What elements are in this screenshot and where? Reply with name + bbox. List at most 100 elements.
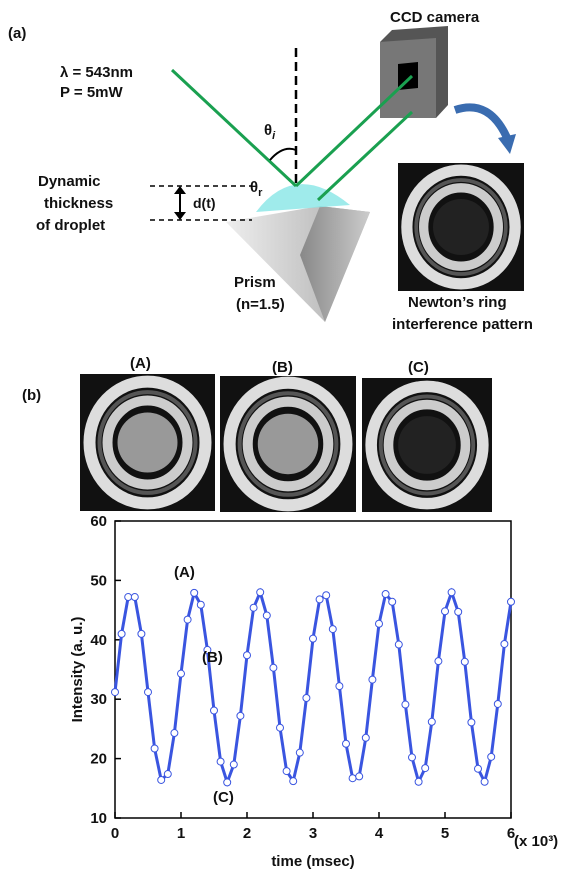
- angle-arc: [270, 149, 296, 160]
- data-point: [171, 730, 178, 737]
- theta-i: θi: [264, 122, 276, 142]
- ring-core: [398, 416, 456, 474]
- data-point: [343, 740, 350, 747]
- y-tick-label: 10: [90, 810, 107, 827]
- y-tick-label: 40: [90, 632, 107, 649]
- theta: θ: [250, 179, 258, 196]
- data-point: [362, 734, 369, 741]
- snapshot-label: (C): [408, 359, 429, 376]
- data-point: [409, 754, 416, 761]
- ring-core: [258, 414, 318, 474]
- beams: [172, 70, 412, 200]
- thickness-label: thickness: [44, 195, 113, 212]
- y-tick-label: 30: [90, 691, 107, 708]
- data-point: [316, 596, 323, 603]
- pattern-label: Newton’s ring: [408, 294, 507, 311]
- data-point: [402, 701, 409, 708]
- data-point: [468, 719, 475, 726]
- prism-label: Prism: [234, 274, 276, 291]
- wavelength: λ = 543nm: [60, 64, 133, 81]
- data-point: [442, 608, 449, 615]
- data-point: [422, 765, 429, 772]
- data-point: [475, 765, 482, 772]
- thickness-label: of droplet: [36, 217, 105, 234]
- arrow-head: [174, 212, 186, 220]
- thickness-label: Dynamic: [38, 173, 101, 190]
- prism-label: (n=1.5): [236, 296, 285, 313]
- subscript: r: [258, 187, 263, 199]
- data-point: [224, 779, 231, 786]
- data-point: [356, 773, 363, 780]
- data-point: [178, 670, 185, 677]
- data-point: [131, 594, 138, 601]
- x-tick-label: 1: [177, 825, 185, 842]
- subscript: i: [272, 130, 276, 142]
- data-point: [138, 630, 145, 637]
- data-point: [455, 608, 462, 615]
- y-tick-label: 50: [90, 572, 107, 589]
- data-point: [230, 761, 237, 768]
- y-axis-label: Intensity (a. u.): [69, 617, 86, 723]
- data-point: [369, 676, 376, 683]
- data-point: [488, 753, 495, 760]
- panel-label: (a): [8, 25, 26, 42]
- ring-core: [433, 199, 489, 255]
- y-tick-label: 20: [90, 751, 107, 768]
- data-point: [283, 768, 290, 775]
- data-point: [481, 778, 488, 785]
- data-point: [323, 592, 330, 599]
- data-point: [415, 778, 422, 785]
- data-point: [428, 718, 435, 725]
- data-point: [336, 683, 343, 690]
- data-point: [197, 601, 204, 608]
- x-tick-label: 0: [111, 825, 119, 842]
- droplet: [256, 184, 350, 212]
- data-point: [461, 658, 468, 665]
- data-point: [448, 589, 455, 596]
- data-point: [151, 745, 158, 752]
- data-point: [118, 630, 125, 637]
- camera-label: CCD camera: [390, 9, 480, 26]
- data-point: [211, 707, 218, 714]
- data-point: [184, 616, 191, 623]
- x-tick-label: 2: [243, 825, 251, 842]
- x-multiplier: (x 10³): [514, 833, 558, 850]
- x-tick-label: 3: [309, 825, 317, 842]
- data-point: [125, 594, 132, 601]
- data-line: [115, 592, 511, 782]
- data-point: [389, 598, 396, 605]
- snapshot-label: (A): [130, 355, 151, 372]
- data-point: [217, 758, 224, 765]
- pattern-label: interference pattern: [392, 316, 533, 333]
- power: P = 5mW: [60, 84, 124, 101]
- data-point: [290, 778, 297, 785]
- data-point: [164, 771, 171, 778]
- figure: (a) CCD camera λ = 543nm P = 5mW θi θr d…: [0, 0, 568, 873]
- data-point: [237, 712, 244, 719]
- arrow-head: [498, 134, 516, 154]
- snapshot-label: (B): [272, 359, 293, 376]
- data-point: [382, 591, 389, 598]
- data-point: [257, 589, 264, 596]
- data-point: [508, 598, 515, 605]
- data-point: [303, 695, 310, 702]
- data-point: [158, 776, 165, 783]
- data-point: [250, 604, 257, 611]
- data-point: [296, 749, 303, 756]
- annotation: (A): [174, 564, 195, 581]
- thickness-symbol: d(t): [193, 195, 216, 211]
- x-tick-label: 4: [375, 825, 384, 842]
- data-point: [310, 635, 317, 642]
- y-tick-label: 60: [90, 513, 107, 530]
- data-point: [244, 652, 251, 659]
- data-point: [349, 775, 356, 782]
- data-point: [191, 589, 198, 596]
- theta-r: θr: [250, 179, 263, 199]
- annotation: (C): [213, 789, 234, 806]
- data-point: [501, 640, 508, 647]
- data-point: [494, 700, 501, 707]
- data-point: [395, 641, 402, 648]
- data-point: [435, 658, 442, 665]
- data-point: [270, 664, 277, 671]
